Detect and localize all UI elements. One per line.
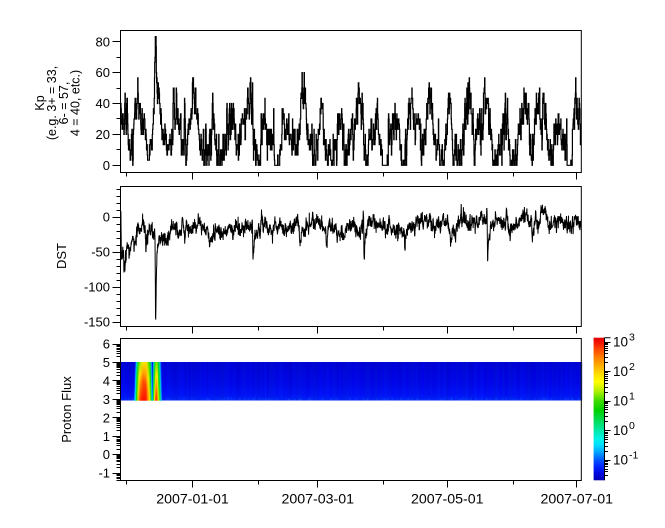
svg-text:0: 0: [103, 210, 110, 225]
svg-text:Proton Flux: Proton Flux: [59, 376, 74, 443]
svg-text:10: 10: [613, 453, 628, 468]
svg-text:10: 10: [613, 335, 628, 350]
svg-text:DST: DST: [54, 243, 69, 269]
svg-text:60: 60: [96, 65, 110, 80]
svg-text:-1: -1: [629, 450, 638, 462]
svg-text:10: 10: [613, 394, 628, 409]
svg-text:2007-01-01: 2007-01-01: [156, 492, 229, 508]
svg-text:1: 1: [629, 391, 635, 403]
svg-text:3: 3: [103, 392, 110, 407]
svg-text:-1: -1: [98, 466, 110, 481]
svg-text:5: 5: [103, 355, 110, 370]
svg-text:0: 0: [629, 420, 635, 432]
svg-text:2007-07-01: 2007-07-01: [540, 492, 613, 508]
svg-text:2: 2: [103, 410, 110, 425]
svg-text:2: 2: [629, 361, 635, 373]
svg-text:(e.g. 3+ = 33,: (e.g. 3+ = 33,: [45, 66, 59, 140]
svg-text:20: 20: [96, 127, 110, 142]
svg-text:10: 10: [613, 364, 628, 379]
svg-text:80: 80: [96, 34, 110, 49]
svg-text:2007-03-01: 2007-03-01: [281, 492, 354, 508]
svg-text:4 = 40, etc.): 4 = 40, etc.): [69, 70, 83, 136]
svg-text:-150: -150: [84, 315, 110, 330]
svg-text:Kp: Kp: [33, 95, 47, 110]
svg-text:4: 4: [103, 373, 110, 388]
svg-text:40: 40: [96, 96, 110, 111]
svg-text:1: 1: [103, 429, 110, 444]
svg-text:3: 3: [629, 332, 635, 344]
svg-text:-50: -50: [91, 245, 110, 260]
svg-text:0: 0: [103, 158, 110, 173]
svg-text:-100: -100: [84, 280, 110, 295]
svg-text:6- = 57,: 6- = 57,: [57, 82, 71, 125]
svg-text:2007-05-01: 2007-05-01: [411, 492, 484, 508]
svg-text:6: 6: [103, 337, 110, 352]
svg-text:0: 0: [103, 447, 110, 462]
svg-text:10: 10: [613, 423, 628, 438]
